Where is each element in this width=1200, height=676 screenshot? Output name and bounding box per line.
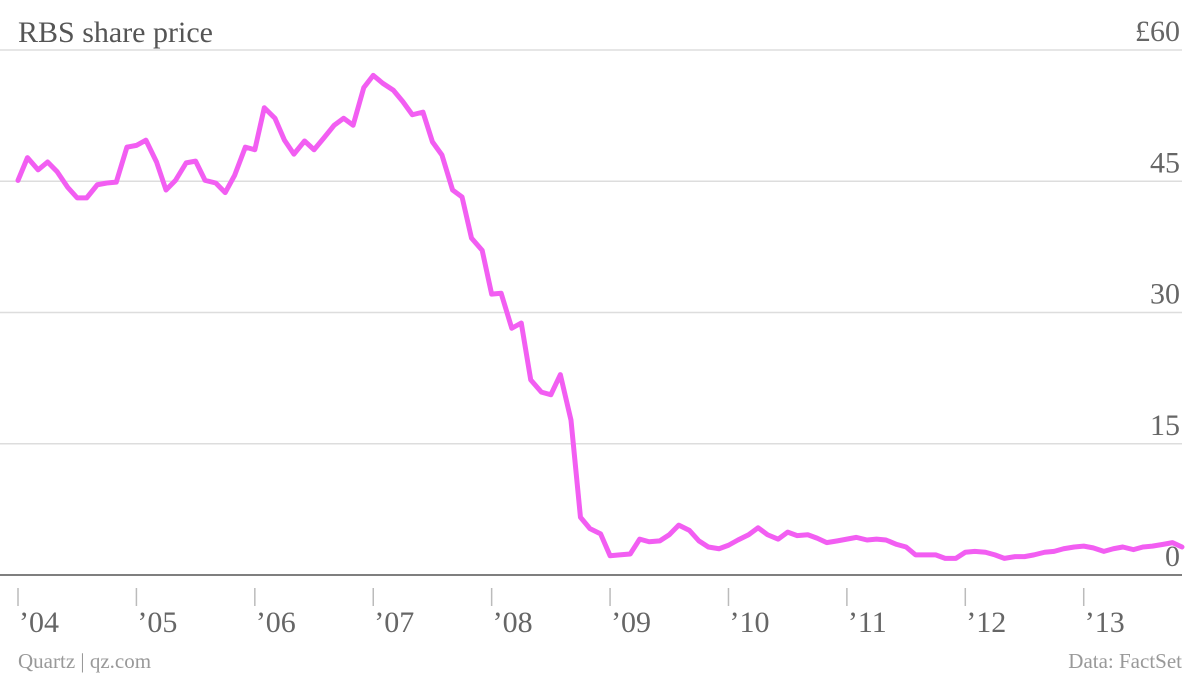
credit: Data: FactSet [1068,649,1182,673]
x-tick-label: ’07 [374,606,414,639]
y-tick-label: 45 [1150,146,1180,179]
x-tick-label: ’10 [729,606,769,639]
x-tick-label: ’06 [256,606,296,639]
y-tick-label: 30 [1150,278,1180,311]
y-tick-label: 0 [1165,540,1180,573]
x-tick-label: ’12 [966,606,1006,639]
x-tick-label: ’13 [1085,606,1125,639]
x-tick-label: ’11 [848,606,887,639]
y-tick-label: 15 [1150,409,1180,442]
x-tick-label: ’05 [137,606,177,639]
chart-title: RBS share price [18,16,213,49]
x-tick-label: ’08 [493,606,533,639]
x-tick-label: ’04 [19,606,59,639]
x-tick-label: ’09 [611,606,651,639]
source: Quartz | qz.com [18,649,151,673]
y-tick-label: £60 [1135,15,1180,48]
price-line [15,72,1185,561]
